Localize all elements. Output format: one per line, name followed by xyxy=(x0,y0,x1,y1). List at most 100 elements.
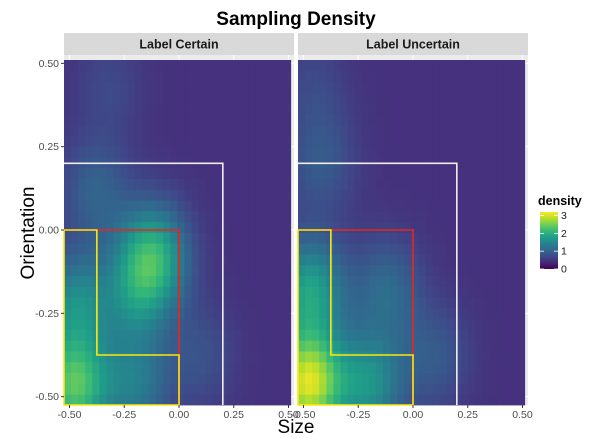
density-cell xyxy=(404,329,412,341)
density-cell xyxy=(184,113,192,126)
density-cell xyxy=(333,103,341,115)
density-cell xyxy=(489,351,497,363)
density-cell xyxy=(460,135,469,147)
density-cell xyxy=(78,307,86,320)
density-cell xyxy=(113,318,122,330)
density-cell xyxy=(234,113,242,126)
density-cell xyxy=(418,394,426,406)
density-cell xyxy=(468,135,476,147)
density-cell xyxy=(312,286,320,298)
density-cell xyxy=(149,135,157,147)
density-cell xyxy=(113,351,122,363)
density-cell xyxy=(219,124,228,136)
density-cell xyxy=(390,81,398,93)
density-cell xyxy=(177,81,185,93)
density-cell xyxy=(198,275,207,287)
density-cell xyxy=(298,167,306,179)
density-cell xyxy=(241,243,249,255)
density-cell xyxy=(156,135,164,147)
density-cell xyxy=(163,92,171,104)
x-tick-label: 0.00 xyxy=(169,409,190,421)
density-cell xyxy=(517,361,526,374)
density-cell xyxy=(248,243,256,255)
density-cell xyxy=(326,103,334,115)
density-cell xyxy=(468,383,476,395)
density-cell xyxy=(127,81,136,93)
density-cell xyxy=(411,394,419,406)
density-cell xyxy=(411,124,419,136)
chart-title: Sampling Density xyxy=(216,9,376,30)
density-cell xyxy=(510,146,519,158)
density-cell xyxy=(368,361,377,374)
region-outline xyxy=(64,162,224,405)
density-cell xyxy=(468,113,476,126)
density-cell xyxy=(276,372,285,384)
density-cell xyxy=(106,103,114,115)
density-cell xyxy=(248,297,256,309)
density-cell xyxy=(460,92,469,104)
density-cell xyxy=(269,394,277,406)
density-cell xyxy=(517,92,526,104)
density-cell xyxy=(92,221,100,233)
density-cell xyxy=(517,103,526,115)
density-cell xyxy=(156,178,164,190)
density-cell xyxy=(319,372,327,384)
density-cell xyxy=(170,60,178,72)
density-cell xyxy=(340,372,348,384)
density-cell xyxy=(78,167,86,179)
density-cell xyxy=(156,70,164,82)
density-cell xyxy=(106,124,114,136)
density-cell xyxy=(276,60,285,72)
density-cell xyxy=(241,103,249,115)
density-cell xyxy=(99,264,107,277)
density-cell xyxy=(205,361,214,374)
density-cell xyxy=(205,210,214,223)
density-cell xyxy=(226,383,235,395)
density-cell xyxy=(170,189,178,201)
density-cell xyxy=(446,264,455,277)
density-cell xyxy=(241,221,249,233)
density-cell xyxy=(234,124,242,136)
density-cell xyxy=(383,221,391,233)
density-cell xyxy=(432,92,441,104)
density-cell xyxy=(64,113,72,126)
density-cell xyxy=(517,210,526,223)
density-cell xyxy=(390,167,398,179)
density-cell xyxy=(276,189,285,201)
density-cell xyxy=(198,318,207,330)
density-cell xyxy=(141,113,150,126)
density-cell xyxy=(333,70,341,82)
density-cell xyxy=(489,361,497,374)
density-cell xyxy=(269,275,277,287)
density-cell xyxy=(248,124,256,136)
density-cell xyxy=(283,275,292,287)
density-cell xyxy=(262,146,270,158)
density-cell xyxy=(163,329,171,341)
density-cell xyxy=(134,307,143,320)
density-cell xyxy=(255,243,263,255)
density-cell xyxy=(127,243,136,255)
density-cell xyxy=(170,92,178,104)
density-cell xyxy=(113,340,122,352)
density-cell xyxy=(71,329,79,341)
density-cell xyxy=(212,340,221,352)
density-cell xyxy=(347,70,356,82)
density-cell xyxy=(127,307,136,320)
density-cell xyxy=(205,135,214,147)
density-cell xyxy=(276,221,285,233)
density-cell xyxy=(475,243,483,255)
density-cell xyxy=(134,383,143,395)
density-cell xyxy=(397,361,405,374)
density-cell xyxy=(319,307,327,320)
density-cell xyxy=(120,221,129,233)
density-cell xyxy=(404,275,412,287)
density-cell xyxy=(120,383,129,395)
density-cell xyxy=(283,135,292,147)
density-cell xyxy=(340,113,348,126)
density-cell xyxy=(234,178,242,190)
density-cell xyxy=(120,70,129,82)
density-cell xyxy=(482,103,490,115)
density-cell xyxy=(383,318,391,330)
density-cell xyxy=(298,372,306,384)
density-cell xyxy=(198,178,207,190)
